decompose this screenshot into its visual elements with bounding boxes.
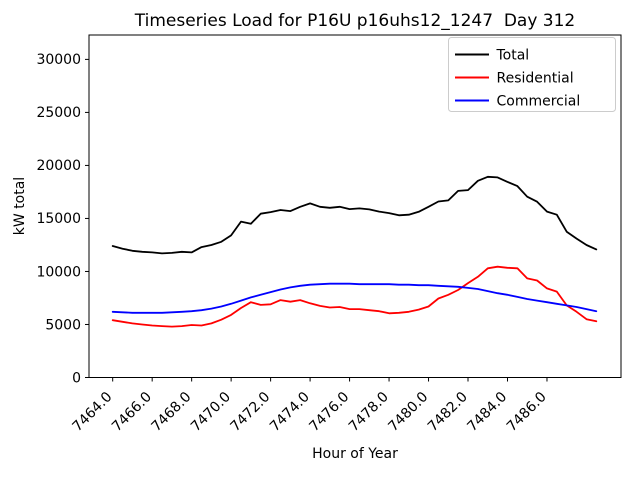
x-tick-label: 7478.0: [346, 389, 392, 435]
x-tick-label: 7486.0: [504, 389, 550, 435]
legend: Total Residential Commercial: [448, 37, 616, 112]
x-tick-label: 7466.0: [109, 389, 155, 435]
legend-box: [448, 37, 616, 112]
x-tick-label: 7476.0: [306, 389, 352, 435]
legend-label-total: Total: [496, 47, 530, 63]
series-line-total: [111, 175, 598, 255]
y-tick-label: 30000: [36, 52, 81, 68]
x-tick-label: 7474.0: [267, 389, 313, 435]
legend-label-commercial: Commercial: [497, 93, 581, 109]
x-tick-label: 7472.0: [227, 389, 273, 435]
x-tick-label: 7482.0: [425, 389, 471, 435]
series-line-residential: [111, 265, 598, 328]
x-tick-label: 7470.0: [188, 389, 234, 435]
x-tick-label: 7480.0: [385, 389, 431, 435]
axes-border: [88, 34, 622, 378]
y-tick-label: 25000: [36, 105, 81, 121]
y-tick-label: 0: [72, 370, 81, 386]
y-tick-label: 10000: [36, 264, 81, 280]
y-tick-label: 5000: [45, 317, 81, 333]
series-line-commercial: [111, 282, 598, 314]
x-tick-label: 7468.0: [149, 389, 195, 435]
x-tick-label: 7484.0: [464, 389, 510, 435]
y-tick-label: 15000: [36, 211, 81, 227]
y-axis-label: kW total: [12, 176, 28, 236]
x-axis-label: Hour of Year: [312, 446, 398, 462]
legend-label-residential: Residential: [497, 70, 574, 86]
y-tick-label: 20000: [36, 158, 81, 174]
x-tick-label: 7464.0: [70, 389, 116, 435]
chart-title: Timeseries Load for P16U p16uhs12_1247 D…: [134, 11, 576, 31]
